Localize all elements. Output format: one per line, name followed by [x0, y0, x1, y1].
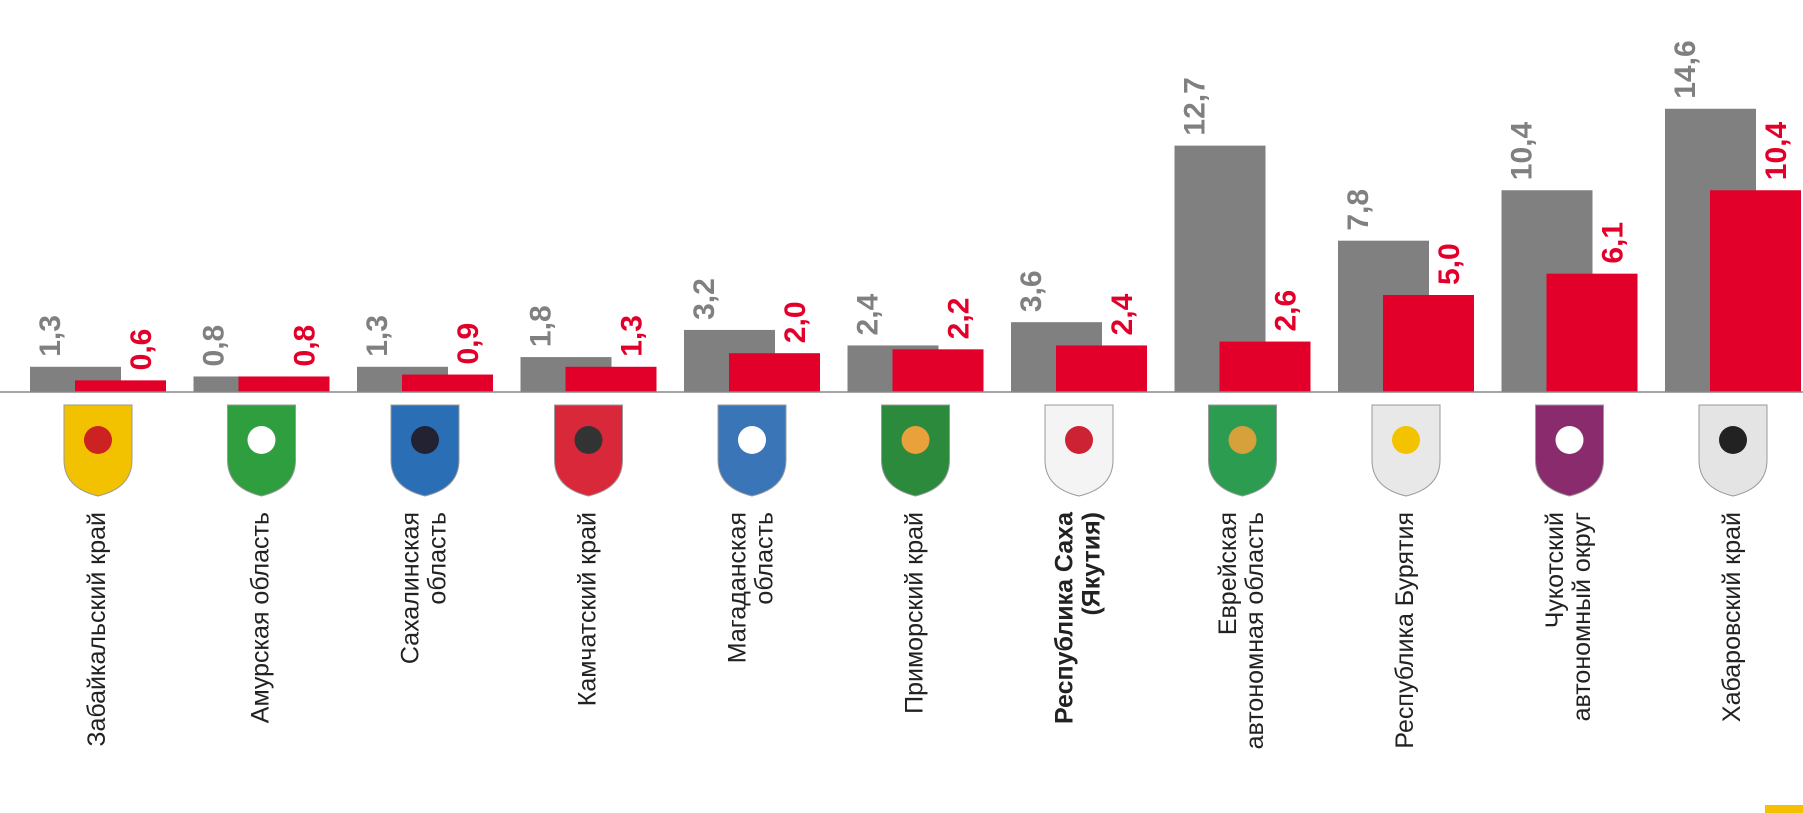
emblem-figure [574, 426, 603, 454]
category-label-line: (Якутия) [1077, 512, 1105, 616]
category-label-line: Забайкальский край [83, 512, 111, 747]
value-label: 12,7 [1178, 77, 1211, 135]
category-label-line: автономный округ [1568, 512, 1596, 721]
emblem-figure [1555, 426, 1584, 454]
value-label: 1,3 [34, 315, 67, 357]
emblem-figure [738, 426, 766, 454]
value-label: 1,3 [361, 315, 394, 357]
corner-mark [1765, 805, 1803, 813]
category-label-line: Приморский край [900, 512, 928, 714]
bar [1710, 190, 1801, 392]
bar [75, 380, 166, 392]
emblem-figure [247, 426, 276, 454]
category-label-line: Республика Бурятия [1391, 512, 1419, 749]
category-label-line: Еврейская [1214, 512, 1242, 635]
category-label: Забайкальский край [83, 512, 111, 747]
category-label-line: Амурская область [246, 512, 274, 723]
bar [1219, 341, 1311, 392]
category-label-line: область [750, 512, 778, 605]
value-label: 1,3 [615, 315, 648, 357]
region-emblem [63, 404, 133, 497]
value-label: 0,8 [288, 325, 321, 367]
bar [1383, 295, 1474, 392]
value-label: 2,4 [1106, 293, 1139, 335]
category-label: Хабаровский край [1718, 512, 1746, 722]
value-label: 1,8 [524, 305, 557, 347]
region-emblem [227, 404, 296, 497]
value-label: 2,2 [942, 298, 975, 340]
region-emblem [717, 404, 787, 497]
value-label: 14,6 [1669, 40, 1702, 98]
region-emblem [1208, 404, 1277, 497]
category-label-line: автономная область [1241, 512, 1269, 749]
category-label-line: Чукотский [1541, 512, 1569, 628]
value-label: 6,1 [1596, 222, 1629, 264]
value-label: 0,8 [197, 325, 230, 367]
emblem-figure [1228, 426, 1257, 454]
category-label-line: Камчатский край [573, 512, 601, 706]
value-label: 3,6 [1015, 270, 1048, 312]
emblem-figure [84, 426, 112, 454]
value-label: 7,8 [1342, 189, 1375, 231]
category-label-line: Сахалинская [396, 512, 424, 664]
emblem-figure [1392, 426, 1420, 454]
value-label: 10,4 [1760, 122, 1793, 181]
region-emblem [1535, 404, 1604, 497]
category-label: Амурская область [246, 512, 274, 723]
region-emblem [1371, 404, 1441, 497]
category-label-line: область [423, 512, 451, 605]
category-label: Приморский край [900, 512, 928, 714]
bar [1056, 345, 1147, 392]
emblem-figure [1719, 426, 1747, 454]
bar [892, 349, 984, 392]
region-emblem [554, 404, 623, 497]
value-label: 10,4 [1505, 122, 1538, 181]
value-label: 0,9 [452, 323, 485, 365]
value-label: 2,4 [851, 293, 884, 335]
value-label: 5,0 [1433, 243, 1466, 285]
category-label: Чукотскийавтономный округ [1541, 512, 1596, 721]
category-label: Камчатский край [573, 512, 601, 706]
bar [729, 353, 820, 392]
category-label: Еврейскаяавтономная область [1214, 512, 1269, 749]
value-label: 0,6 [125, 329, 158, 371]
category-label: Республика Бурятия [1391, 512, 1419, 749]
bar [565, 366, 657, 392]
category-label-line: Республика Саха [1050, 511, 1078, 724]
category-label-line: Хабаровский край [1718, 512, 1746, 722]
emblem-figure [411, 426, 439, 454]
region-emblem [1698, 404, 1768, 497]
emblem-figure [1065, 426, 1093, 454]
category-label: Сахалинскаяобласть [396, 512, 451, 664]
region-emblem [390, 404, 460, 497]
value-label: 3,2 [688, 278, 721, 320]
value-label: 2,6 [1269, 290, 1302, 332]
category-label: Республика Саха(Якутия) [1050, 511, 1105, 724]
bar [1546, 273, 1638, 392]
bar [238, 376, 330, 392]
value-label: 2,0 [779, 301, 812, 343]
emblem-figure [901, 426, 930, 454]
bar [402, 374, 493, 392]
region-emblem [1044, 404, 1114, 497]
region-emblem [881, 404, 950, 497]
category-label-line: Магаданская [723, 512, 751, 663]
category-label: Магаданскаяобласть [723, 512, 778, 663]
